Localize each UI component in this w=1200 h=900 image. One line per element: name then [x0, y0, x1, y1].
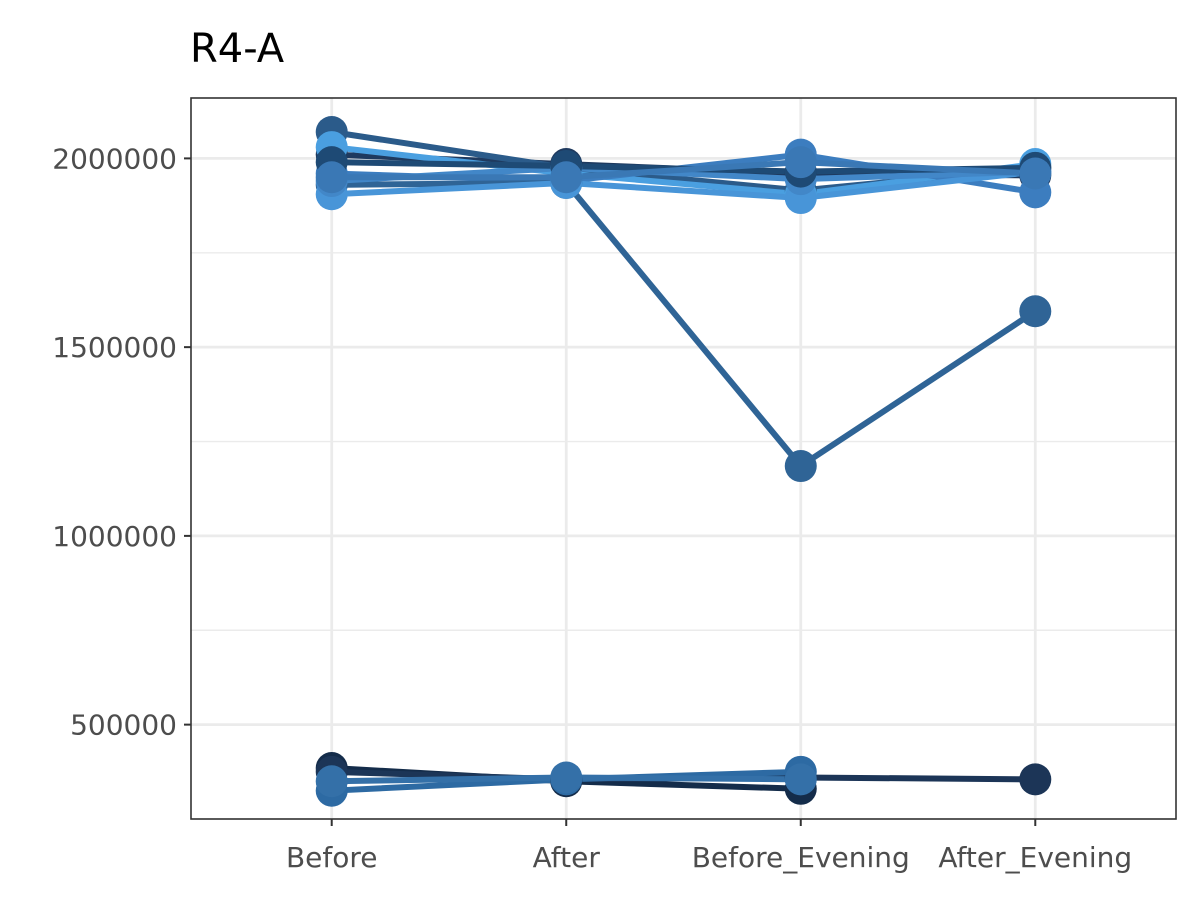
y-tick-label: 2000000 [52, 142, 177, 175]
series-line [328, 168, 1039, 202]
series-line [328, 179, 1039, 470]
chart-title: R4-A [190, 26, 285, 72]
x-axis: Before After Before_Evening After_Evening [286, 819, 1132, 874]
data-point [784, 146, 817, 179]
data-point [784, 763, 817, 796]
series-line [328, 144, 1039, 198]
data-point [784, 450, 817, 483]
y-tick-label: 1000000 [52, 520, 177, 553]
data-point [315, 765, 348, 798]
data-point [1019, 763, 1052, 796]
plot-border [190, 97, 1177, 820]
series-points [315, 115, 1052, 807]
data-point [550, 761, 583, 794]
x-tick-label: Before_Evening [692, 841, 910, 874]
x-tick-label: After_Evening [938, 841, 1132, 874]
y-tick-label: 1500000 [52, 331, 177, 364]
data-point [550, 161, 583, 194]
x-tick-label: After [533, 841, 601, 874]
series-line [328, 159, 1039, 181]
data-point [315, 161, 348, 194]
y-axis: 500000 1000000 1500000 2000000 [52, 142, 191, 742]
x-tick-label: Before [286, 841, 378, 874]
data-point [1019, 157, 1052, 190]
plot-background [191, 98, 1176, 819]
data-point [1019, 295, 1052, 328]
y-tick-label: 500000 [70, 709, 177, 742]
